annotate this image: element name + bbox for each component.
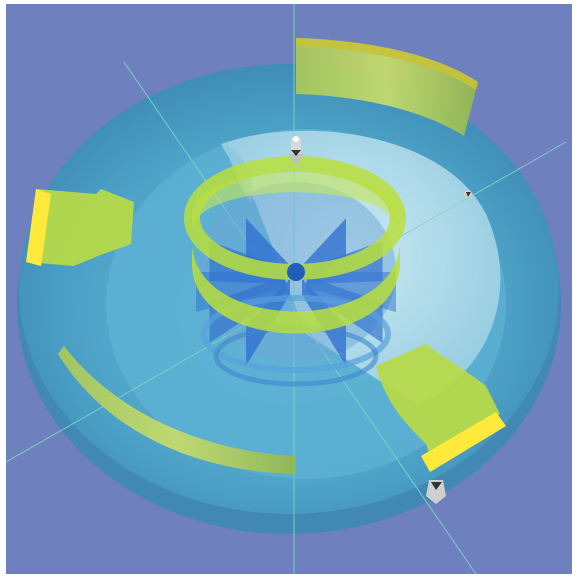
draft-tube-band-front: [192, 244, 400, 334]
baffle-left: [28, 189, 134, 266]
sensor-probe-top: [289, 136, 303, 167]
impeller-hub: [287, 263, 305, 281]
curved-strip-lower-left: [58, 346, 296, 474]
baffle-left-edge: [26, 189, 51, 266]
baffle-right-edge: [421, 412, 506, 472]
sensor-probe-bottom: [426, 480, 446, 504]
sensor-probe-right: [464, 190, 472, 198]
strip-edge-upper-right: [296, 38, 478, 90]
tank-render: [6, 4, 567, 574]
3d-render-viewport: [6, 4, 572, 574]
draft-tube-band-back: [192, 172, 398, 232]
cylinder-lower-ring: [201, 295, 391, 373]
